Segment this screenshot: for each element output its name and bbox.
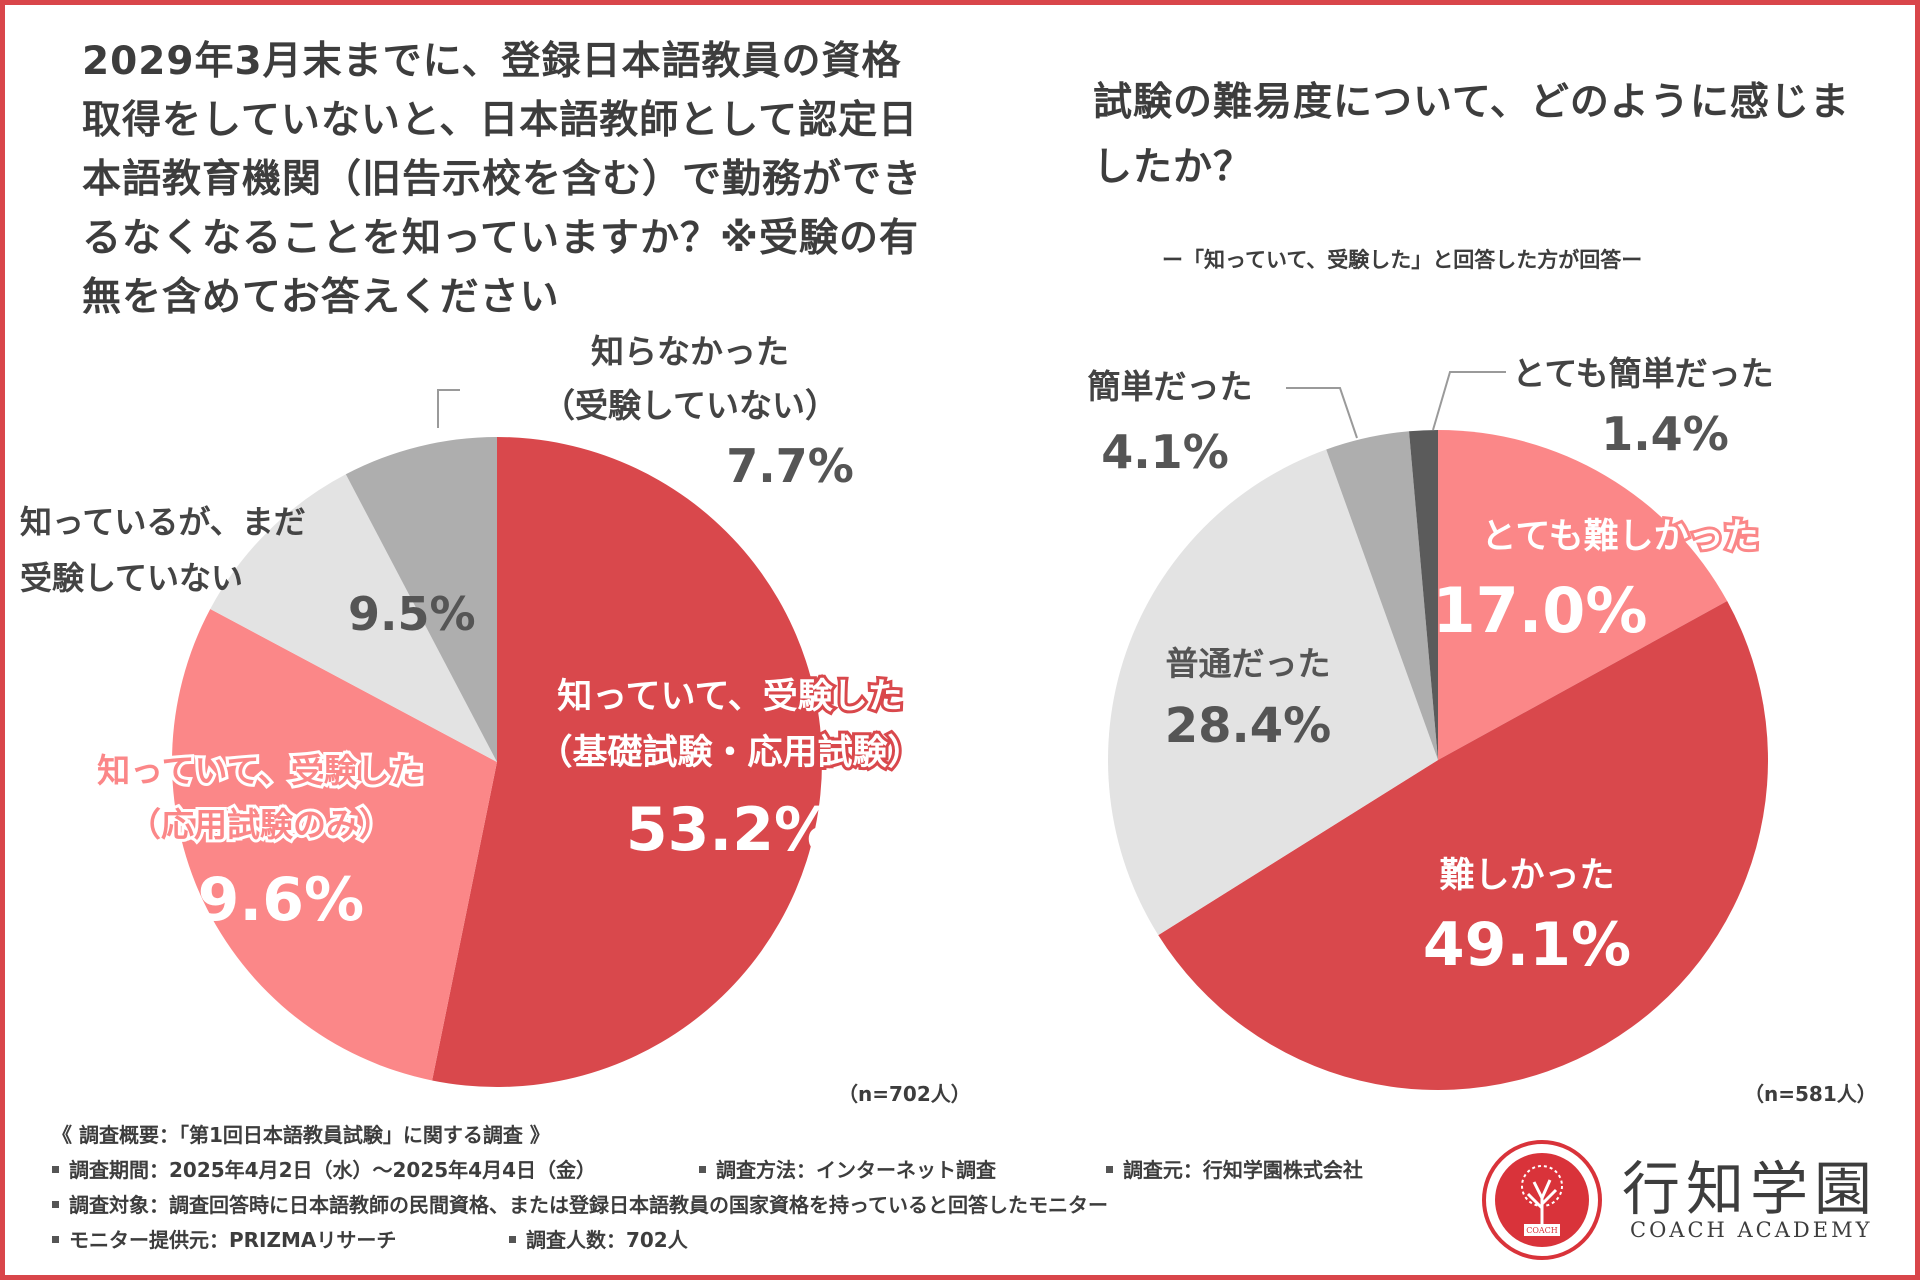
pie1-label-2-line-0: 知っているが、まだ	[20, 503, 306, 541]
pie-chart-2-labels: とても難しかった 17.0% 難しかった 49.1% 普通だった 28.4% 簡単だった 4.…	[1088, 354, 1774, 980]
company-logo: COACH 行知学園 COACH ACADEMY	[1480, 1138, 1900, 1263]
pie1-slice-0	[432, 437, 822, 1087]
pie1-label-0: 知っていて、受験した （基礎試験・応用試験） 53.2%	[534, 674, 925, 865]
pie2-value-4: 1.4%	[1601, 407, 1729, 461]
survey-source: 調査元：行知学園株式会社	[1122, 1158, 1363, 1182]
pie-chart-1-labels: 知っていて、受験した （基礎試験・応用試験） 53.2% 知っていて、受験した （応用試…	[20, 332, 926, 935]
survey-count: 調査人数：702人	[525, 1228, 688, 1252]
survey-method: 調査方法：インターネット調査	[715, 1158, 996, 1182]
pie2-slice-2	[1107, 449, 1438, 936]
survey-provider: モニター提供元：PRIZMAリサーチ	[69, 1228, 397, 1252]
pie2-slice-3	[1326, 431, 1438, 760]
pie1-slice-1	[171, 609, 497, 1081]
pie1-value-1: 29.6%	[156, 865, 364, 935]
pie1-value-3: 7.7%	[726, 439, 854, 493]
pie1-label-0-line-0: 知っていて、受験した	[557, 677, 902, 717]
leader-lines	[437, 371, 1506, 439]
survey-target: 調査対象：調査回答時に日本語教師の民間資格、または登録日本語教員の国家資格を持っ…	[69, 1193, 1108, 1217]
pie2-label-1-line-0: 難しかった	[1439, 856, 1614, 896]
pie2-slice-0	[1438, 430, 1728, 760]
pie2-label-4: とても簡単だった 1.4%	[1512, 354, 1773, 461]
survey-summary: 《 調査概要：「第1回日本語教員試験」に関する調査 》 調査期間：2025年4月…	[52, 1118, 1452, 1258]
pie2-label-3-line-0: 簡単だった	[1088, 367, 1253, 406]
pie1-value-0: 53.2%	[626, 795, 834, 865]
pie2-value-1: 49.1%	[1423, 910, 1631, 980]
pie-chart-2	[1107, 430, 1768, 1090]
pie1-label-0-line-1: （基礎試験・応用試験）	[537, 733, 922, 773]
pie1-label-1-line-0: 知っていて、受験した	[97, 751, 423, 790]
pie2-label-2: 普通だった 28.4%	[1165, 644, 1332, 754]
pie1-slice-2	[210, 474, 497, 762]
pie1-label-3-line-0: 知らなかった	[591, 332, 789, 371]
question-2-title: 試験の難易度について、どのように感じましたか？	[1093, 80, 1850, 190]
logo-english-name: COACH ACADEMY	[1630, 1218, 1873, 1242]
pie2-slice-4	[1409, 430, 1438, 760]
pie2-slice-1	[1158, 601, 1768, 1090]
pie2-label-3: 簡単だった 4.1%	[1088, 367, 1253, 479]
logo-seal-icon: COACH	[1482, 1140, 1602, 1260]
pie2-value-2: 28.4%	[1165, 698, 1332, 754]
pie2-label-2-line-0: 普通だった	[1166, 644, 1331, 683]
pie1-label-3-line-1: （受験していない）	[542, 386, 838, 425]
question-2-note: ー「知っていて、受験した」と回答した方が回答ー	[1162, 248, 1643, 272]
survey-period: 調査期間：2025年4月2日（水）〜2025年4月4日（金）	[69, 1158, 596, 1182]
pie2-value-0: 17.0%	[1432, 574, 1647, 647]
pie2-value-3: 4.1%	[1101, 425, 1229, 479]
chart-2-sample-size: （n=581人）	[1744, 1082, 1877, 1106]
question-1-title: 2029年3月末までに、登録日本語教員の資格取得をしていないと、日本語教師として…	[82, 39, 923, 320]
pie1-value-2: 9.5%	[348, 587, 476, 641]
chart-1-sample-size: （n=702人）	[838, 1082, 971, 1106]
pie1-label-1-line-1: （応用試験のみ）	[128, 805, 392, 844]
pie2-label-0: とても難しかった 17.0%	[1432, 514, 1761, 647]
pie1-label-2-line-1: 受験していない	[20, 559, 243, 597]
pie2-label-4-line-0: とても簡単だった	[1512, 354, 1773, 393]
pie2-label-1: 難しかった 49.1%	[1423, 856, 1631, 980]
logo-japanese-name: 行知学園	[1622, 1155, 1879, 1223]
logo-seal-text: COACH	[1526, 1226, 1558, 1235]
leader-line-q1-unknown	[437, 389, 460, 428]
leader-line-q2-easy	[1286, 387, 1358, 439]
pie-chart-1	[171, 437, 822, 1087]
pie1-label-3: 知らなかった （受験していない） 7.7%	[542, 332, 854, 493]
pie1-slice-3	[345, 437, 497, 762]
leader-line-q2-very-easy	[1432, 371, 1506, 431]
survey-heading: 《 調査概要：「第1回日本語教員試験」に関する調査 》	[52, 1123, 550, 1147]
pie1-label-1: 知っていて、受験した （応用試験のみ） 29.6%	[94, 748, 426, 935]
pie2-label-0-line-0: とても難しかった	[1481, 517, 1758, 557]
